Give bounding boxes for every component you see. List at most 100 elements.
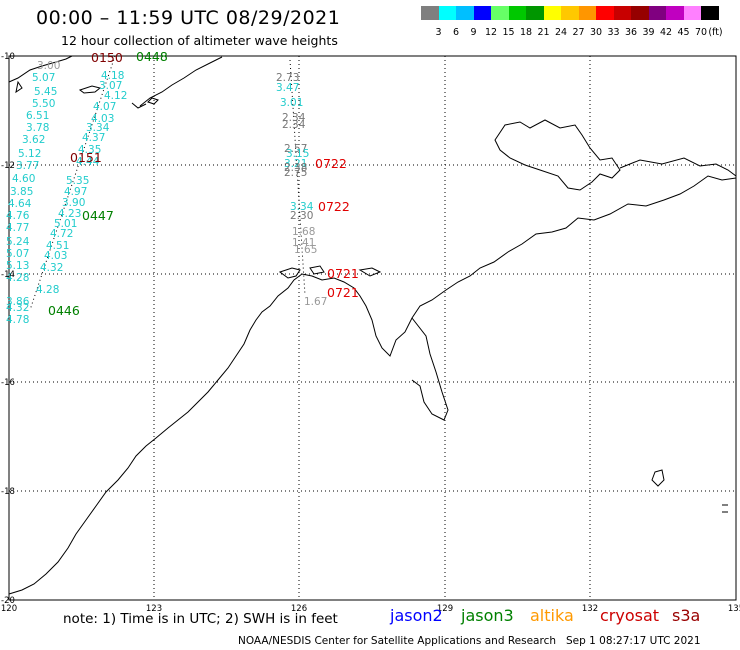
pass-time-label: 0722: [315, 156, 347, 171]
wave-height-label: 2.30: [290, 210, 313, 222]
colorbar-swatch: [631, 6, 649, 20]
wave-height-label: 4.97: [64, 186, 87, 198]
wave-height-label: 4.32: [6, 302, 29, 314]
wave-height-label: 4.03: [44, 250, 67, 262]
wave-height-label: 4.44: [76, 156, 100, 168]
pass-time-label: 0150: [91, 50, 123, 65]
wave-height-label: 3.34: [86, 122, 110, 134]
wave-height-label: 1.68: [292, 226, 315, 238]
colorbar-tick: 18: [519, 27, 533, 38]
colorbar-tick: 36: [624, 27, 638, 38]
coastline-north-islands: [8, 55, 73, 83]
colorbar-swatch: [543, 6, 561, 20]
lat-tick-label: -14: [1, 270, 15, 280]
wave-height-label: 4.23: [58, 208, 81, 220]
colorbar-unit: (ft): [708, 27, 723, 38]
wave-height-label: 5.45: [34, 86, 57, 98]
colorbar-tick: 15: [502, 27, 515, 38]
time-labels: 0150 0448 0151 0447 0446 0722 0722 0721 0721: [48, 49, 359, 318]
coastline-main: [8, 175, 737, 595]
generated-time: Sep 1 08:27:17 UTC 2021: [566, 635, 701, 647]
wave-height-label: 4.77: [6, 222, 29, 234]
wave-height-label: 2.34: [282, 119, 306, 131]
colorbar-tick: 12: [484, 27, 498, 38]
wave-height-label: 4.64: [8, 198, 32, 210]
wave-height-label: 3.07: [99, 80, 122, 92]
colorbar-tick: 24: [554, 27, 568, 38]
colorbar-tick: 3: [435, 27, 442, 38]
coastline-islet-1: [78, 85, 102, 94]
track-jason3-west: [29, 55, 116, 311]
footer-note: note: 1) Time is in UTC; 2) SWH is in fe…: [63, 611, 338, 627]
wave-height-label: 2.75: [284, 167, 307, 179]
credit-text: NOAA/NESDIS Center for Satellite Applica…: [238, 635, 556, 647]
wave-height-label: 5.13: [6, 260, 29, 272]
legend-jason2: jason2: [390, 606, 443, 625]
lat-tick-label: -20: [1, 596, 15, 606]
coastline-east-dashes: [722, 504, 728, 513]
wave-height-label: 5.35: [66, 175, 89, 187]
wave-height-label: 3.78: [26, 122, 49, 134]
lat-tick-label: -12: [1, 161, 15, 171]
colorbar-swatch: [578, 6, 596, 20]
wave-height-label: 2.57: [284, 143, 307, 155]
lon-tick-label: 126: [291, 604, 307, 614]
coastline-south-islet: [651, 469, 665, 487]
coastline-tiwi-islands: [494, 119, 621, 191]
coastline-timor-area: [131, 56, 223, 109]
lat-tick-label: -16: [1, 378, 15, 388]
wave-height-label: 4.76: [6, 210, 30, 222]
wave-height-label: 4.03: [91, 113, 114, 125]
colorbar-swatch: [508, 6, 526, 20]
wave-height-label: 5.07: [6, 248, 29, 260]
colorbar-swatch: [613, 6, 631, 20]
colorbar-tick: 27: [572, 27, 585, 38]
wave-height-label: 3.00: [37, 60, 60, 72]
wave-height-label: 4.28: [36, 284, 59, 296]
colorbar-swatch: [561, 6, 579, 20]
pass-time-label: 0721: [327, 266, 359, 281]
satellite-ground-tracks: [29, 55, 306, 311]
wave-height-label: 5.24: [6, 236, 30, 248]
legend-cryosat: cryosat: [600, 606, 660, 625]
colorbar-swatch: [683, 6, 701, 20]
colorbar-swatch: [596, 6, 614, 20]
wave-height-label: 1.41: [292, 237, 315, 249]
colorbar-swatch: [491, 6, 509, 20]
wave-height-label: 3.77: [16, 160, 39, 172]
wave-height-label: 3.34: [290, 201, 314, 213]
wave-height-label: 3.86: [6, 296, 30, 308]
wave-height-label: 3.15: [286, 148, 309, 160]
colorbar-swatch: [456, 6, 474, 20]
colorbar-swatch: [648, 6, 666, 20]
colorbar-swatch: [701, 6, 719, 20]
wave-height-label: 5.07: [32, 72, 55, 84]
wave-height-label: 3.21: [284, 158, 307, 170]
colorbar-tick: 9: [470, 27, 477, 38]
coastline-islet-2: [15, 80, 23, 94]
coastline-islet-3: [147, 97, 159, 105]
map-subtitle: 12 hour collection of altimeter wave hei…: [61, 33, 338, 48]
lon-tick-label: 120: [1, 604, 17, 614]
colorbar-swatch: [473, 6, 491, 20]
pass-time-label: 0446: [48, 303, 80, 318]
lon-tick-label: 132: [582, 604, 598, 614]
wave-height-label: 3.90: [62, 197, 85, 209]
wave-height-label: 4.12: [104, 90, 127, 102]
lon-tick-label: 129: [437, 604, 453, 614]
wave-height-label: 3.85: [10, 186, 33, 198]
wave-height-label: 4.35: [78, 144, 101, 156]
lat-tick-label: -10: [1, 52, 15, 62]
pass-time-label: 0448: [136, 49, 168, 64]
track-labels: 3.005.07 4.185.45 3.075.504.124.076.51 4.03…: [6, 60, 327, 326]
wave-height-label: 3.01: [280, 97, 303, 109]
lon-tick-label: 135: [728, 604, 740, 614]
wave-height-label: 4.28: [6, 272, 29, 284]
pass-time-label: 0722: [318, 199, 350, 214]
lat-lon-grid: [9, 56, 736, 600]
wave-height-label: 4.51: [46, 240, 69, 252]
colorbar-swatch: [421, 6, 439, 20]
wave-height-label: 5.50: [32, 98, 55, 110]
wave-height-label: 2.34: [282, 112, 306, 124]
